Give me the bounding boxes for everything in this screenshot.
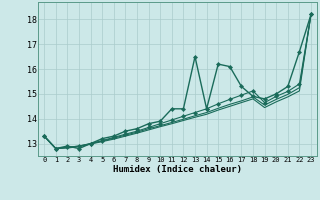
X-axis label: Humidex (Indice chaleur): Humidex (Indice chaleur) [113,165,242,174]
